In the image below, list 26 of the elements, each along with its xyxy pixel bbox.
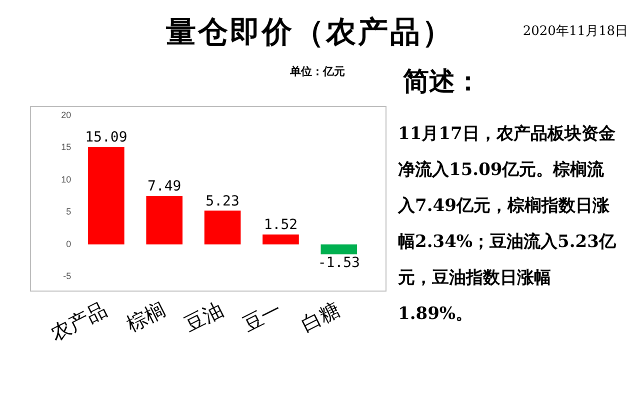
x-tick-label: 白糖 (296, 296, 344, 336)
x-tick-label: 农产品 (46, 296, 111, 346)
bar (262, 234, 299, 244)
x-tick-label: 豆油 (180, 296, 228, 336)
y-tick-label: 0 (66, 238, 72, 249)
bar (204, 210, 241, 244)
x-tick-label: 豆一 (238, 296, 286, 336)
text: 2020年11月18日 (522, 23, 628, 40)
x-tick-label: 棕榈 (122, 296, 169, 336)
y-axis-title: 单位：亿元 (290, 64, 345, 79)
chart-title: 量仓即价（农产品） (165, 14, 455, 52)
y-tick-label: 20 (61, 110, 72, 120)
data-label: 7.49 (148, 178, 182, 195)
y-tick-label: -5 (63, 271, 72, 282)
y-tick-label: 10 (61, 174, 72, 184)
bar (146, 196, 183, 244)
bar (88, 147, 124, 244)
y-tick-label: 15 (61, 142, 72, 152)
text: 简述： (403, 66, 481, 99)
data-label: 5.23 (206, 193, 240, 210)
data-label: 15.09 (85, 130, 128, 146)
data-label: 1.52 (264, 217, 298, 234)
bar (320, 244, 358, 254)
data-label: -1.53 (318, 254, 360, 271)
text: 11月17日，农产品板块资金净流入15.09亿元。棕榈流入7.49亿元，棕榈指数日涨幅2.34%；豆油流入5.23亿元，豆油指数日涨幅1.89%。 (398, 123, 617, 326)
y-tick-label: 5 (66, 206, 72, 217)
